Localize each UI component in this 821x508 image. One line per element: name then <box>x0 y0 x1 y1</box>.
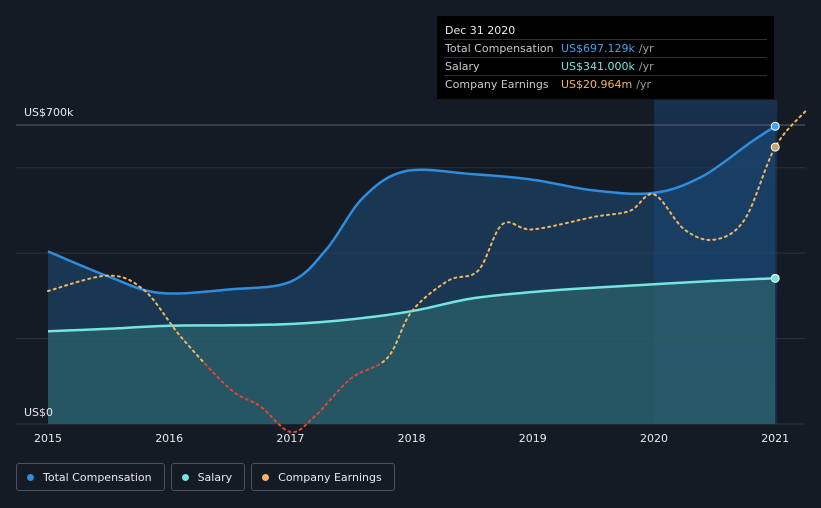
tooltip-unit: /yr <box>638 60 654 73</box>
tooltip-row-total-compensation: Total Compensation US$697.129k /yr <box>444 39 767 57</box>
company-earnings-point <box>770 142 780 152</box>
salary-dot-icon <box>181 473 189 481</box>
tooltip-value: US$20.964m <box>561 78 633 91</box>
tooltip-row-company-earnings: Company Earnings US$20.964m /yr <box>444 75 767 93</box>
tooltip: Dec 31 2020 Total Compensation US$697.12… <box>437 16 774 99</box>
tooltip-label: Salary <box>445 60 480 73</box>
legend-label: Total Compensation <box>43 470 152 484</box>
legend-salary[interactable]: Salary <box>170 463 246 491</box>
total-compensation-dot-icon <box>27 473 34 481</box>
x-tick-label: 2021 <box>761 432 789 445</box>
tooltip-unit: /yr <box>636 78 651 91</box>
company-earnings-line <box>47 110 807 363</box>
y-tick-label: US$0 <box>24 406 53 419</box>
salary-point <box>770 273 780 283</box>
x-tick-label: 2018 <box>398 432 426 445</box>
company-earnings-negative-line <box>202 363 384 434</box>
x-tick-label: 2015 <box>34 432 62 445</box>
legend-label: Company Earnings <box>278 470 382 484</box>
company-earnings-dot-icon <box>262 473 270 481</box>
legend-company-earnings[interactable]: Company Earnings <box>251 463 395 491</box>
total-compensation-line <box>47 125 776 295</box>
x-tick-label: 2020 <box>640 432 668 445</box>
y-tick-label: US$700k <box>24 106 74 119</box>
chart-legend: Total Compensation Salary Company Earnin… <box>16 463 395 491</box>
salary-area <box>48 278 776 424</box>
tooltip-date: Dec 31 2020 <box>445 24 516 37</box>
tooltip-unit: /yr <box>638 42 654 55</box>
legend-label: Salary <box>197 470 233 484</box>
x-tick-label: 2017 <box>276 432 304 445</box>
x-tick-label: 2019 <box>519 432 547 445</box>
tooltip-label: Company Earnings <box>445 78 549 91</box>
tooltip-value: US$697.129k <box>561 42 635 55</box>
tooltip-value: US$341.000k <box>561 60 635 73</box>
legend-total-compensation[interactable]: Total Compensation <box>16 463 165 491</box>
x-tick-label: 2016 <box>155 432 183 445</box>
total-compensation-point <box>770 121 780 131</box>
tooltip-row-salary: Salary US$341.000k /yr <box>444 57 767 75</box>
tooltip-label: Total Compensation <box>445 42 554 55</box>
